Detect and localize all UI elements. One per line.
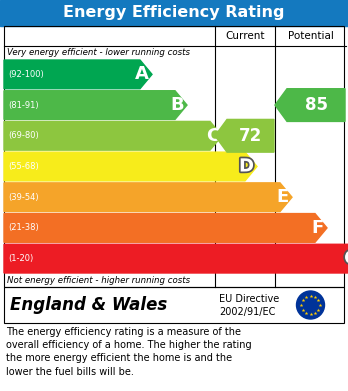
Polygon shape [4,60,152,89]
Text: (92-100): (92-100) [8,70,44,79]
Bar [4,287,344,323]
Text: England & Wales: England & Wales [10,296,167,314]
Text: E: E [277,188,289,206]
Text: (39-54): (39-54) [8,193,39,202]
Text: Very energy efficient - lower running costs: Very energy efficient - lower running co… [7,48,190,57]
Bar [0,0,348,26]
Polygon shape [215,119,274,152]
Text: 72: 72 [239,127,262,145]
Text: Current: Current [225,31,265,41]
Bar [4,26,344,287]
Circle shape [296,291,324,319]
Polygon shape [4,213,327,242]
Text: 2002/91/EC: 2002/91/EC [219,307,275,317]
Text: The energy efficiency rating is a measure of the
overall efficiency of a home. T: The energy efficiency rating is a measur… [6,327,252,377]
Text: (81-91): (81-91) [8,100,39,109]
Text: C: C [206,127,219,145]
Text: (55-68): (55-68) [8,162,39,171]
Text: Energy Efficiency Rating: Energy Efficiency Rating [63,5,285,20]
Polygon shape [4,183,292,212]
Polygon shape [4,91,187,119]
Text: 85: 85 [304,96,327,114]
Text: (21-38): (21-38) [8,223,39,232]
Text: B: B [171,96,184,114]
Text: (69-80): (69-80) [8,131,39,140]
Text: G: G [344,249,348,268]
Text: A: A [135,65,149,83]
Text: EU Directive: EU Directive [219,294,279,304]
Text: Not energy efficient - higher running costs: Not energy efficient - higher running co… [7,276,190,285]
Text: Potential: Potential [287,31,333,41]
Polygon shape [275,89,345,122]
Polygon shape [4,152,257,181]
Text: D: D [239,158,254,176]
Polygon shape [4,244,348,273]
Text: (1-20): (1-20) [8,254,33,263]
Bar [4,287,344,323]
Text: F: F [312,219,324,237]
Polygon shape [4,122,222,150]
